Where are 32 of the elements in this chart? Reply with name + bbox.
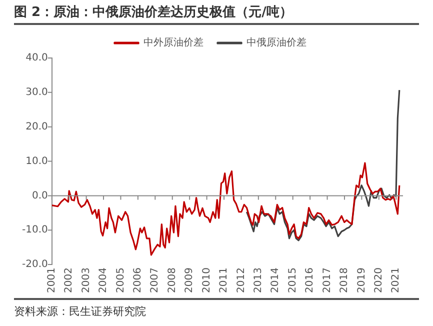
text: 资料来源：民生证券研究院 xyxy=(14,298,419,319)
x-tick-label: 2001 xyxy=(46,268,58,294)
legend-label: 中俄原油价差 xyxy=(246,36,306,49)
x-tick-label: 2008 xyxy=(166,268,178,294)
x-tick-label: 2004 xyxy=(98,268,110,294)
x-tick-label: 2007 xyxy=(150,268,161,294)
y-tick-label: 20.0 xyxy=(26,121,48,132)
y-tick-label: -20.0 xyxy=(22,259,48,270)
x-tick-label: 2014 xyxy=(270,268,282,294)
x-tick-label: 2003 xyxy=(80,268,92,294)
y-tick-label: 0.0 xyxy=(32,190,48,202)
x-tick-label: 2002 xyxy=(64,268,75,294)
x-tick-label: 2009 xyxy=(184,268,196,294)
x-tick-label: 2015 xyxy=(287,268,298,294)
x-tick-label: 2018 xyxy=(339,268,350,294)
x-tick-label: 2010 xyxy=(201,268,212,294)
y-tick-label: 30.0 xyxy=(26,87,48,98)
x-tick-label: 2021 xyxy=(390,268,402,294)
y-tick-label: 40.0 xyxy=(26,52,48,64)
x-tick-label: 2017 xyxy=(322,268,333,294)
x-tick-label: 2006 xyxy=(132,268,144,294)
chart-title: 图 2：原油：中俄原油价差达历史极值（元/吨） xyxy=(14,3,419,25)
x-tick-label: 2019 xyxy=(356,268,368,294)
y-tick-label: 10.0 xyxy=(26,156,48,167)
x-tick-label: 2011 xyxy=(218,268,230,294)
x-tick-label: 2016 xyxy=(304,268,316,294)
x-tick-label: 2012 xyxy=(236,268,247,294)
x-tick-label: 2013 xyxy=(253,268,264,294)
legend-label: 中外原油价差 xyxy=(144,36,204,49)
x-tick-label: 2020 xyxy=(373,268,384,294)
y-tick-label: -10.0 xyxy=(22,224,48,236)
x-tick-label: 2005 xyxy=(115,268,126,294)
